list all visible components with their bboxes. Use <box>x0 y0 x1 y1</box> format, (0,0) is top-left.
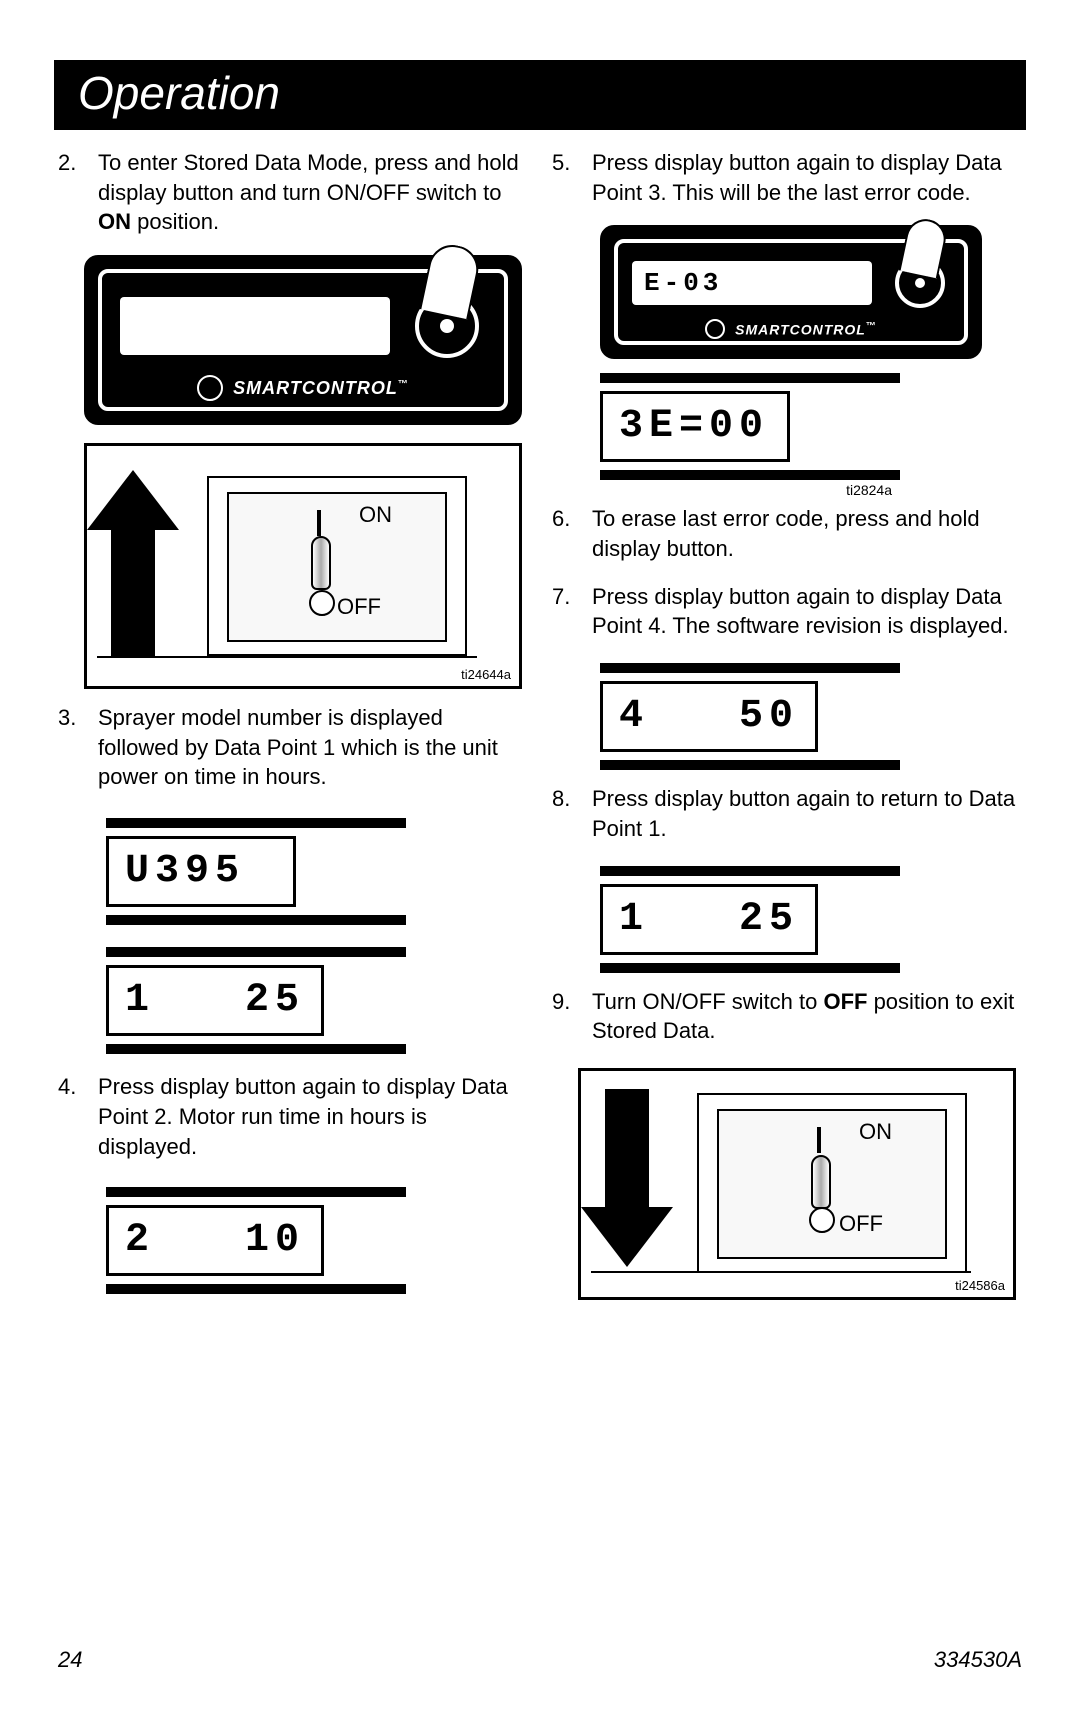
lcd-value: U395 <box>106 836 296 907</box>
step-text: Sprayer model number is displayed follow… <box>98 703 528 792</box>
figure-id: ti24586a <box>953 1278 1007 1293</box>
step-number: 3. <box>58 703 98 792</box>
lcd-display <box>120 297 390 355</box>
segment-display-dp1: 1 25 <box>106 947 406 1054</box>
step-5: 5. Press display button again to display… <box>552 148 1022 207</box>
segment-display-dp3: 3E=00 <box>600 373 900 480</box>
step-3: 3. Sprayer model number is displayed fol… <box>58 703 528 792</box>
step-7: 7. Press display button again to display… <box>552 582 1022 641</box>
on-label: ON <box>359 502 392 528</box>
off-label: OFF <box>337 594 381 620</box>
step-9: 9. Turn ON/OFF switch to OFF position to… <box>552 987 1022 1046</box>
step-text: Press display button again to return to … <box>592 784 1022 843</box>
smartcontrol-panel-small: E-03 SMARTCONTROL™ <box>600 225 982 359</box>
step-number: 6. <box>552 504 592 563</box>
finger-icon <box>899 216 950 279</box>
text: To enter Stored Data Mode, press and hol… <box>98 150 519 205</box>
figure-id: ti24644a <box>459 667 513 682</box>
text: position. <box>131 209 219 234</box>
step-number: 4. <box>58 1072 98 1161</box>
step-4: 4. Press display button again to display… <box>58 1072 528 1161</box>
segment-display-dp2: 2 10 <box>106 1187 406 1294</box>
lcd-value: 2 10 <box>106 1205 324 1276</box>
step-number: 9. <box>552 987 592 1046</box>
smartcontrol-panel: SMARTCONTROL™ <box>84 255 522 425</box>
step-2: 2. To enter Stored Data Mode, press and … <box>58 148 528 237</box>
step-6: 6. To erase last error code, press and h… <box>552 504 1022 563</box>
bold-off: OFF <box>823 989 867 1014</box>
bold-on: ON <box>98 209 131 234</box>
step-text: Press display button again to display Da… <box>592 148 1022 207</box>
on-label: ON <box>859 1119 892 1145</box>
segment-display-model: U395 <box>106 818 406 925</box>
lcd-value: 1 25 <box>106 965 324 1036</box>
graco-logo-icon <box>197 375 223 401</box>
left-column: 2. To enter Stored Data Mode, press and … <box>58 148 528 1300</box>
brand-text: SMARTCONTROL <box>233 378 398 398</box>
toggle-switch[interactable] <box>311 536 331 590</box>
arrow-down-icon <box>605 1089 649 1209</box>
page-number: 24 <box>58 1647 82 1673</box>
step-number: 5. <box>552 148 592 207</box>
lcd-display: E-03 <box>632 261 872 305</box>
trademark: ™ <box>398 379 409 390</box>
brand-label: SMARTCONTROL™ <box>233 378 409 399</box>
step-number: 2. <box>58 148 98 237</box>
brand-label: SMARTCONTROL™ <box>735 321 877 338</box>
page-footer: 24 334530A <box>58 1647 1022 1673</box>
segment-display-dp1b: 1 25 <box>600 866 900 973</box>
toggle-switch[interactable] <box>811 1155 831 1209</box>
arrow-up-icon <box>111 470 155 668</box>
off-label: OFF <box>839 1211 883 1237</box>
switch-off-figure: ON OFF ti24586a <box>578 1068 1016 1300</box>
right-column: 5. Press display button again to display… <box>552 148 1022 1300</box>
section-header: Operation <box>54 60 1026 130</box>
step-8: 8. Press display button again to return … <box>552 784 1022 843</box>
graco-logo-icon <box>705 319 725 339</box>
trademark: ™ <box>866 321 877 332</box>
segment-display-dp4: 4 50 <box>600 663 900 770</box>
step-text: To enter Stored Data Mode, press and hol… <box>98 148 528 237</box>
step-text: Press display button again to display Da… <box>98 1072 528 1161</box>
text: Turn ON/OFF switch to <box>592 989 823 1014</box>
document-id: 334530A <box>934 1647 1022 1673</box>
lcd-value: 4 50 <box>600 681 818 752</box>
step-number: 7. <box>552 582 592 641</box>
brand-text: SMARTCONTROL <box>735 322 866 338</box>
lcd-value: 1 25 <box>600 884 818 955</box>
figure-id: ti2824a <box>578 482 898 498</box>
lcd-value: 3E=00 <box>600 391 790 462</box>
step-text: Press display button again to display Da… <box>592 582 1022 641</box>
step-number: 8. <box>552 784 592 843</box>
step-text: Turn ON/OFF switch to OFF position to ex… <box>592 987 1022 1046</box>
switch-on-figure: ON OFF ti24644a <box>84 443 522 689</box>
step-text: To erase last error code, press and hold… <box>592 504 1022 563</box>
